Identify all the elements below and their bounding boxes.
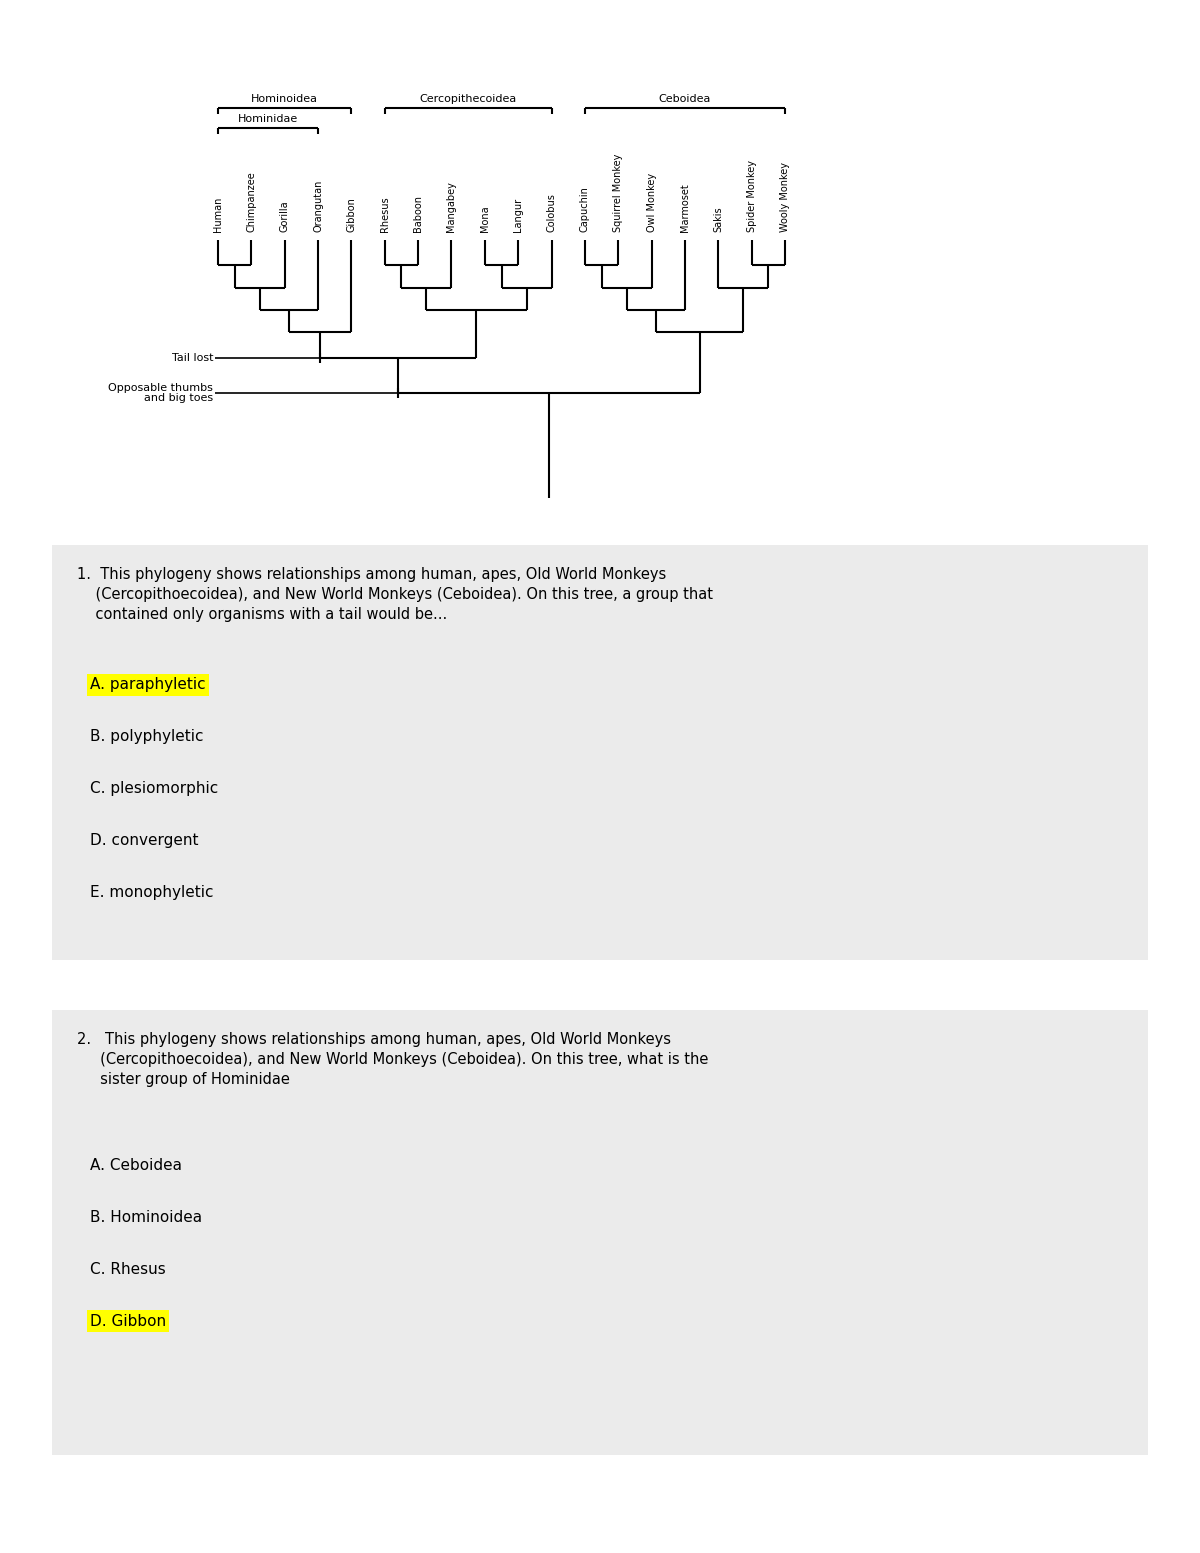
Text: Mona: Mona [480,205,490,231]
Text: and big toes: and big toes [144,393,214,402]
Bar [52,545,1148,960]
Text: Wooly Monkey: Wooly Monkey [780,162,790,231]
Text: Hominoidea: Hominoidea [251,95,318,104]
Text: D. Gibbon: D. Gibbon [90,1314,166,1328]
Text: C. Rhesus: C. Rhesus [90,1261,166,1277]
Text: Ceboidea: Ceboidea [659,95,712,104]
Text: A. Ceboidea: A. Ceboidea [90,1157,182,1173]
Text: Cercopithecoidea: Cercopithecoidea [420,95,517,104]
Text: Mangabey: Mangabey [446,182,456,231]
Text: Chimpanzee: Chimpanzee [246,171,257,231]
Text: Squirrel Monkey: Squirrel Monkey [613,154,623,231]
Text: Rhesus: Rhesus [379,196,390,231]
Text: Orangutan: Orangutan [313,180,323,231]
Text: Hominidae: Hominidae [238,113,298,124]
Text: E. monophyletic: E. monophyletic [90,885,214,901]
Text: sister group of Hominidae: sister group of Hominidae [77,1072,290,1087]
Text: Opposable thumbs: Opposable thumbs [108,384,214,393]
Text: Colobus: Colobus [546,193,557,231]
Bar [52,1009,1148,1455]
Text: D. convergent: D. convergent [90,834,198,848]
Text: B. Hominoidea: B. Hominoidea [90,1210,202,1224]
Text: (Cercopithoecoidea), and New World Monkeys (Ceboidea). On this tree, a group tha: (Cercopithoecoidea), and New World Monke… [77,587,713,603]
Text: C. plesiomorphic: C. plesiomorphic [90,781,218,797]
Text: Baboon: Baboon [413,196,424,231]
Text: Gibbon: Gibbon [347,197,356,231]
Text: 2.   This phylogeny shows relationships among human, apes, Old World Monkeys: 2. This phylogeny shows relationships am… [77,1033,671,1047]
Text: Gorilla: Gorilla [280,200,289,231]
Text: (Cercopithoecoidea), and New World Monkeys (Ceboidea). On this tree, what is the: (Cercopithoecoidea), and New World Monke… [77,1051,708,1067]
Text: Capuchin: Capuchin [580,186,590,231]
Text: Human: Human [214,197,223,231]
Text: Tail lost: Tail lost [172,353,214,363]
Text: Spider Monkey: Spider Monkey [746,160,757,231]
Text: B. polyphyletic: B. polyphyletic [90,730,204,744]
Text: A. paraphyletic: A. paraphyletic [90,677,205,693]
Text: Marmoset: Marmoset [680,183,690,231]
Text: 1.  This phylogeny shows relationships among human, apes, Old World Monkeys: 1. This phylogeny shows relationships am… [77,567,666,582]
Text: contained only organisms with a tail would be...: contained only organisms with a tail wou… [77,607,448,623]
Text: Sakis: Sakis [713,207,724,231]
Text: Owl Monkey: Owl Monkey [647,172,656,231]
Text: Langur: Langur [514,197,523,231]
